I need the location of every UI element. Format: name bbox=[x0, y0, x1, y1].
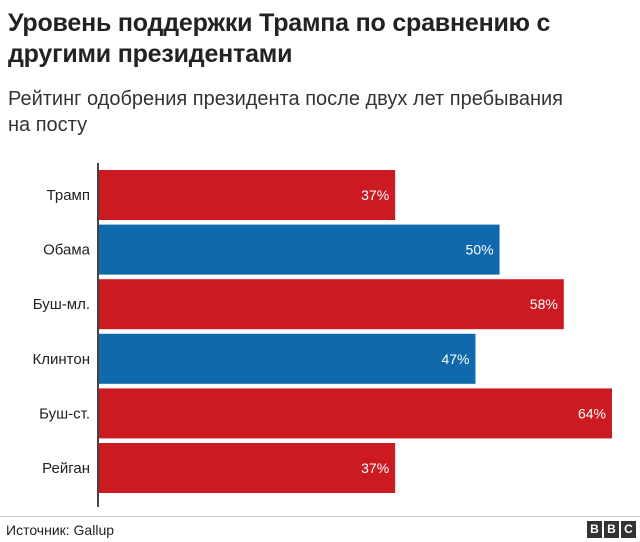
value-label: 47% bbox=[441, 351, 469, 367]
category-label: Буш-мл. bbox=[33, 296, 90, 313]
bar bbox=[98, 170, 396, 220]
value-label: 37% bbox=[361, 187, 389, 203]
chart-title: Уровень поддержки Трампа по сравнению с … bbox=[8, 9, 551, 68]
footer-divider bbox=[0, 516, 640, 517]
value-label: 64% bbox=[578, 405, 606, 421]
source-note: Источник: Gallup bbox=[6, 522, 115, 538]
value-label: 37% bbox=[361, 460, 389, 476]
category-label: Трамп bbox=[47, 187, 90, 204]
bar bbox=[98, 279, 564, 330]
bar bbox=[98, 224, 500, 275]
bar bbox=[98, 443, 396, 493]
category-label: Обама bbox=[43, 242, 91, 259]
category-label: Клинтон bbox=[33, 351, 90, 368]
value-label: 58% bbox=[530, 296, 558, 312]
category-label: Рейган bbox=[42, 460, 90, 477]
chart-subtitle: Рейтинг одобрения президента после двух … bbox=[8, 88, 564, 136]
bar bbox=[98, 388, 612, 439]
category-label: Буш-ст. bbox=[39, 405, 90, 422]
bbc-logo-letter: B bbox=[587, 521, 602, 538]
bar bbox=[98, 333, 476, 384]
bbc-logo: B B C bbox=[587, 521, 636, 538]
bbc-logo-letter: B bbox=[604, 521, 619, 538]
value-label: 50% bbox=[466, 242, 494, 258]
bbc-logo-letter: C bbox=[621, 521, 636, 538]
